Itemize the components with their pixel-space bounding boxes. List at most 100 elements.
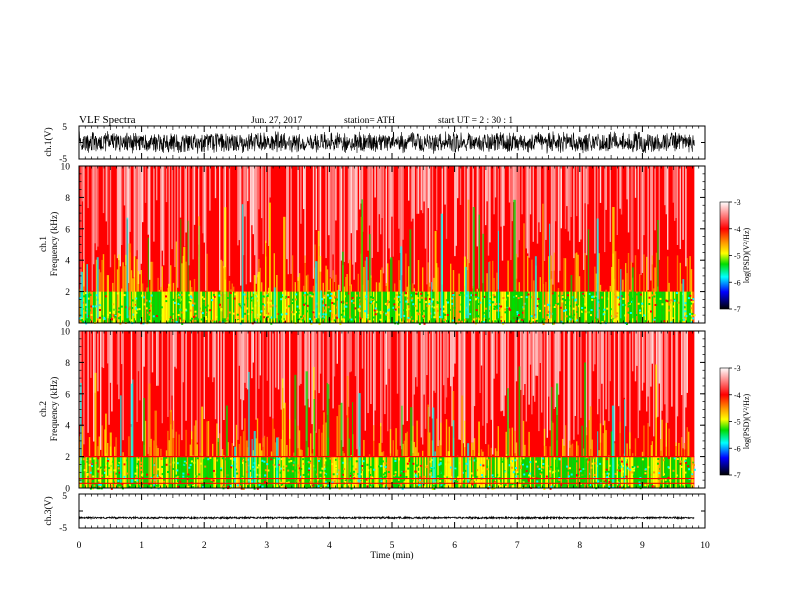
spectrogram-cell xyxy=(305,275,308,292)
spectrogram-cell xyxy=(123,456,126,488)
spectrogram-cell xyxy=(465,456,467,488)
colorbar-label: log(PSD)(V²/Hz) xyxy=(742,228,751,284)
spectrogram-cell xyxy=(641,305,644,308)
spectrogram-cell xyxy=(542,466,545,469)
spectrogram-cell xyxy=(682,318,685,321)
spectrogram-cell xyxy=(676,291,679,323)
spectrogram-cell xyxy=(684,460,687,463)
spectrogram-cell xyxy=(536,465,539,468)
spectrogram-cell xyxy=(167,471,169,473)
spectrogram-cell xyxy=(316,478,319,481)
spectrogram-cell xyxy=(417,452,420,457)
spectrogram-cell xyxy=(198,473,201,476)
spectrogram-cell xyxy=(378,465,380,468)
spectrogram-cell xyxy=(446,320,449,323)
spectrogram-cell xyxy=(331,463,334,466)
spectrogram-cell xyxy=(657,456,659,488)
spectrogram-cell xyxy=(489,303,491,306)
spectrogram-cell xyxy=(121,166,123,245)
spectrogram-cell xyxy=(203,291,205,323)
spectrogram-cell xyxy=(182,472,185,475)
spectrogram-cell xyxy=(89,458,92,461)
ytick-label-6: 6 xyxy=(65,225,70,235)
spectrogram-cell xyxy=(304,166,306,263)
spectrogram-cell xyxy=(200,462,202,465)
spectrogram-cell xyxy=(118,471,121,474)
spectrogram-cell xyxy=(371,476,374,479)
spectrogram-cell xyxy=(690,307,693,310)
spectrogram-cell xyxy=(422,309,425,312)
spectrogram-cell xyxy=(381,166,383,219)
spectrogram-cell xyxy=(246,297,249,300)
spectrogram-cell xyxy=(576,456,578,488)
spectrogram-cell xyxy=(327,306,330,309)
spectrogram-cell xyxy=(458,294,461,296)
spectrogram-cell xyxy=(508,166,511,203)
spectrogram-burst xyxy=(478,214,481,319)
spectrogram-cell xyxy=(450,456,452,488)
spectrogram-burst xyxy=(533,280,535,319)
spectrogram-cell xyxy=(140,291,142,323)
spectrogram-cell xyxy=(108,291,110,323)
spectrogram-cell xyxy=(395,474,398,477)
spectrogram-cell xyxy=(298,331,301,386)
spectrogram-cell xyxy=(692,298,695,301)
spectrogram-cell xyxy=(103,317,106,320)
spectrogram-cell xyxy=(664,331,666,405)
spectrogram-cell xyxy=(369,484,371,487)
spectrogram-cell xyxy=(277,456,280,488)
spectrogram-cell xyxy=(674,456,676,488)
spectrogram-cell xyxy=(280,313,283,316)
spectrogram-cell xyxy=(393,303,396,306)
spectrogram-cell xyxy=(372,300,375,303)
spectrogram-burst xyxy=(126,217,129,319)
spectrogram-burst xyxy=(550,255,553,319)
spectrogram-cell xyxy=(182,475,185,478)
header-date: Jun. 27, 2017 xyxy=(251,116,302,126)
spectrogram-cell xyxy=(489,456,491,488)
spectrogram-cell xyxy=(350,284,352,292)
spectrogram-cell xyxy=(178,434,180,457)
spectrogram-cell xyxy=(602,456,604,488)
spectrogram-cell xyxy=(95,166,98,251)
spectrogram-cell xyxy=(148,291,151,294)
spectrogram-cell xyxy=(209,309,212,312)
spectrogram-cell xyxy=(286,444,288,457)
spectrogram-cell xyxy=(605,458,608,461)
spectrogram-cell xyxy=(546,465,549,467)
spectrogram-cell xyxy=(605,331,607,410)
spectrogram-cell xyxy=(496,309,499,312)
spectrogram-cell xyxy=(672,469,675,472)
spectrogram-cell xyxy=(183,462,186,465)
spectrogram-cell xyxy=(84,318,87,321)
spectrogram-cell xyxy=(150,456,152,488)
spectrogram-cell xyxy=(302,475,305,478)
spectrogram-cell xyxy=(651,255,653,292)
spectrogram-cell xyxy=(256,466,259,469)
spectrogram-cell xyxy=(83,166,85,287)
spectrogram-cell xyxy=(155,319,158,322)
spectrogram-cell xyxy=(109,166,112,268)
spectrogram-cell xyxy=(297,166,299,281)
spectrogram-cell xyxy=(590,309,593,311)
spectrogram-cell xyxy=(489,261,491,292)
spectrogram-cell xyxy=(471,331,473,443)
spectrogram-cell xyxy=(130,331,133,424)
spectrogram-cell xyxy=(576,460,578,463)
spectrogram-burst xyxy=(497,230,499,319)
spectrogram-cell xyxy=(466,166,469,271)
spectrogram-cell xyxy=(410,299,413,302)
spectrogram-cell xyxy=(522,463,524,466)
spectrogram-cell xyxy=(613,318,616,321)
spectrogram-cell xyxy=(436,305,439,308)
spectrogram-cell xyxy=(683,316,686,319)
spectrogram-cell xyxy=(674,166,676,221)
spectrogram-cell xyxy=(534,456,536,488)
spectrogram-cell xyxy=(92,305,94,308)
spectrogram-cell xyxy=(83,320,86,323)
spectrogram-cell xyxy=(451,291,453,323)
spectrogram-cell xyxy=(90,331,92,378)
spectrogram-cell xyxy=(411,319,414,322)
spectrogram-cell xyxy=(163,480,166,483)
spectrogram-cell xyxy=(607,297,609,300)
